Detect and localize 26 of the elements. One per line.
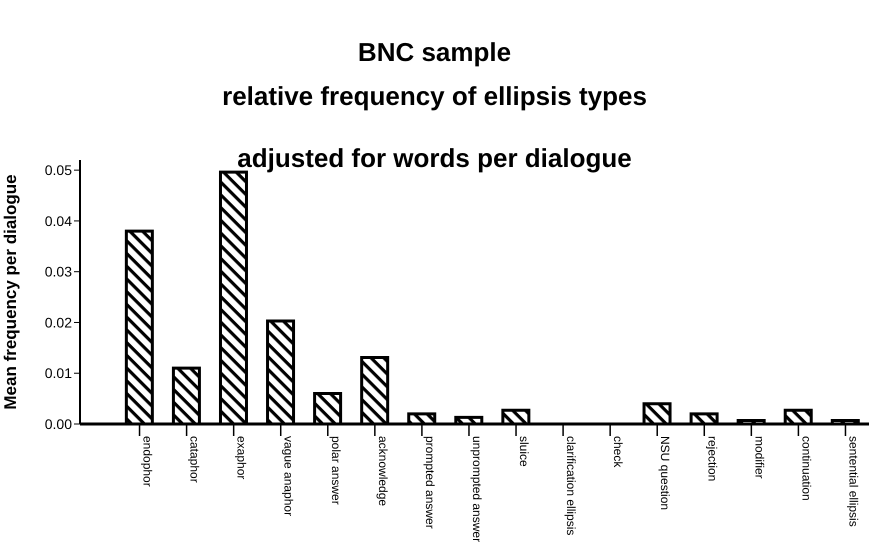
- x-tick-label: rejection: [705, 436, 720, 482]
- chart-subtitle: relative frequency of ellipsis types: [221, 80, 648, 113]
- x-tick-label: vague anaphor: [282, 436, 296, 516]
- y-axis-title: Mean frequency per dialogue: [1, 174, 20, 410]
- y-tick-label: 0.01: [44, 365, 72, 382]
- x-tick-label: unprompted answer: [470, 436, 484, 542]
- x-tick-label: exaphor: [234, 436, 249, 480]
- y-tick-label: 0.03: [44, 264, 72, 280]
- y-tick-label: 0.02: [44, 314, 72, 330]
- x-tick-label: polar answer: [328, 436, 343, 505]
- x-tick-label: check: [611, 436, 626, 468]
- x-tick-label: sentential ellipsis: [846, 436, 860, 527]
- y-tick-label: 0.00: [44, 416, 72, 432]
- x-tick-label: endophor: [140, 436, 155, 487]
- x-tick-label: acknowledge: [376, 436, 390, 506]
- x-tick-label: continuation: [799, 436, 814, 501]
- y-tick-label: 0.05: [44, 162, 72, 178]
- chart-title: BNC sample: [356, 36, 512, 69]
- x-tick-label: NSU question: [658, 436, 672, 510]
- y-tick-label: 0.04: [44, 212, 72, 229]
- annotation: adjusted for words per dialogue: [237, 143, 632, 173]
- x-tick-label: sluice: [517, 436, 532, 468]
- x-tick-label: clarification ellipsis: [564, 436, 578, 536]
- x-tick-label: modifier: [752, 436, 766, 479]
- x-tick-label: prompted answer: [422, 436, 437, 529]
- x-tick-label: cataphor: [188, 436, 202, 483]
